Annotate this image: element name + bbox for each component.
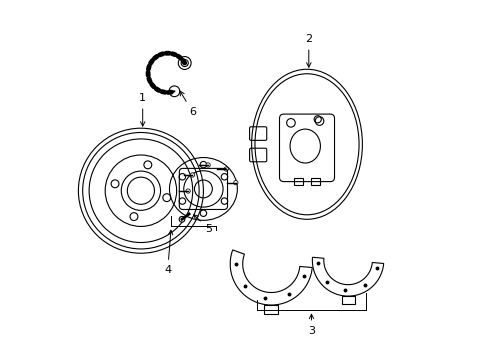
Circle shape xyxy=(190,173,194,177)
Text: 4: 4 xyxy=(164,230,172,275)
Text: 6: 6 xyxy=(180,91,195,117)
Bar xyxy=(264,305,278,314)
Circle shape xyxy=(224,167,228,171)
Circle shape xyxy=(169,86,180,96)
Circle shape xyxy=(179,216,184,222)
Bar xyxy=(293,178,302,185)
Text: 3: 3 xyxy=(307,314,314,336)
Circle shape xyxy=(185,189,190,193)
Text: 1: 1 xyxy=(139,93,146,126)
Bar xyxy=(341,296,354,304)
Circle shape xyxy=(205,163,210,167)
Text: 5: 5 xyxy=(193,215,212,234)
Circle shape xyxy=(178,57,191,69)
Bar xyxy=(311,178,320,185)
Circle shape xyxy=(233,180,238,185)
Text: 2: 2 xyxy=(305,35,312,67)
